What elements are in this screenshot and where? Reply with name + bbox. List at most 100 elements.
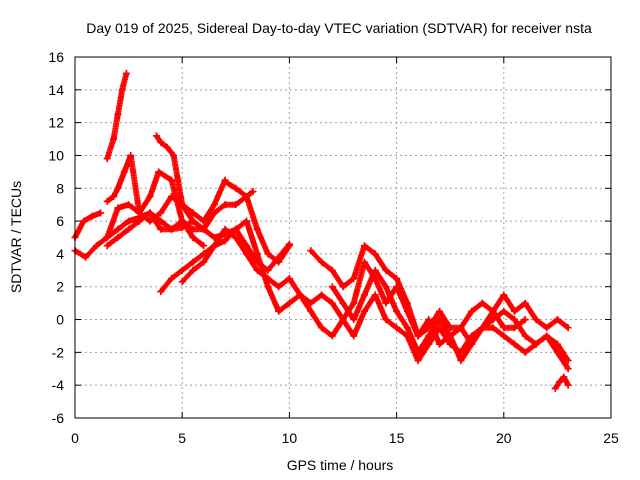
data-point	[489, 324, 497, 332]
series-track-2	[71, 209, 105, 241]
data-point	[500, 324, 508, 332]
data-point	[221, 225, 229, 233]
series-track-12	[328, 266, 529, 365]
data-point	[435, 316, 443, 324]
chart-title: Day 019 of 2025, Sidereal Day-to-day VTE…	[86, 20, 592, 36]
data-point	[249, 188, 257, 196]
data-point	[135, 217, 143, 225]
data-point	[125, 217, 133, 225]
data-point	[382, 283, 390, 291]
data-point	[551, 384, 559, 392]
data-point	[382, 266, 390, 274]
data-point	[360, 242, 368, 250]
data-point	[110, 135, 118, 143]
data-point	[478, 299, 486, 307]
data-point	[264, 283, 272, 291]
y-tick-label: 16	[48, 49, 64, 65]
data-point	[103, 234, 111, 241]
marker-trace	[104, 70, 130, 162]
data-point	[296, 291, 304, 299]
data-point	[118, 86, 126, 94]
data-point	[285, 242, 293, 250]
series-layer	[71, 69, 572, 392]
data-point	[414, 348, 422, 356]
data-point	[318, 324, 326, 332]
data-point	[307, 247, 315, 255]
data-point	[360, 291, 368, 299]
data-point	[232, 184, 240, 192]
data-point	[350, 316, 358, 324]
series-track-6	[103, 168, 208, 241]
data-point	[307, 299, 315, 307]
data-point	[328, 299, 336, 307]
data-point	[210, 242, 218, 250]
data-point	[114, 184, 122, 192]
data-point	[189, 225, 197, 233]
data-point	[371, 291, 379, 299]
data-point	[264, 250, 272, 258]
data-point	[360, 258, 368, 266]
data-point	[339, 283, 347, 291]
data-point	[393, 275, 401, 283]
data-point	[414, 332, 422, 340]
data-point	[339, 299, 347, 307]
data-point	[125, 225, 133, 233]
series-track-10	[221, 178, 293, 266]
data-point	[232, 201, 240, 209]
data-point	[189, 266, 197, 274]
data-point	[328, 332, 336, 340]
x-tick-label: 10	[282, 430, 298, 446]
data-point	[371, 250, 379, 258]
data-point	[152, 132, 160, 140]
data-point	[489, 307, 497, 315]
data-point	[275, 258, 283, 266]
data-point	[243, 250, 251, 258]
data-point	[200, 217, 208, 225]
data-point	[92, 242, 100, 250]
data-point	[553, 348, 561, 356]
data-point	[360, 307, 368, 315]
data-point	[221, 178, 229, 186]
data-point	[350, 275, 358, 283]
data-point	[403, 299, 411, 307]
data-point	[103, 197, 111, 205]
series-track-13	[551, 373, 572, 392]
data-point	[468, 340, 476, 348]
plot-frame	[74, 56, 612, 419]
data-point	[189, 217, 197, 225]
data-point	[167, 275, 175, 283]
data-point	[521, 299, 529, 307]
x-tick-label: 20	[496, 430, 512, 446]
data-point	[97, 209, 105, 217]
data-point	[382, 299, 390, 307]
data-point	[318, 291, 326, 299]
data-point	[253, 266, 261, 274]
data-point	[264, 266, 272, 274]
data-point	[221, 201, 229, 209]
data-point	[457, 324, 465, 332]
data-point	[543, 324, 551, 332]
x-tick-label: 25	[603, 430, 619, 446]
y-tick-label: 8	[56, 180, 64, 196]
data-point	[500, 307, 508, 315]
y-tick-label: -4	[52, 377, 65, 393]
data-point	[122, 69, 130, 77]
grid-layer	[75, 57, 611, 418]
data-point	[114, 110, 122, 118]
y-tick-label: 4	[56, 246, 64, 262]
data-point	[114, 234, 122, 241]
data-point	[253, 225, 261, 233]
data-point	[120, 168, 128, 176]
data-point	[127, 151, 135, 159]
data-point	[264, 275, 272, 283]
tick-layer: 0 5 10 15 20 25 -6 -4 -2 0 2 4 6 8 10 12 14 16	[48, 49, 619, 446]
data-point	[285, 275, 293, 283]
data-point	[146, 192, 154, 200]
x-axis-label: GPS time / hours	[287, 457, 394, 473]
data-point	[500, 332, 508, 340]
data-point	[307, 307, 315, 315]
data-point	[178, 217, 186, 225]
data-point	[511, 307, 519, 315]
data-point	[157, 225, 165, 233]
data-point	[511, 340, 519, 348]
